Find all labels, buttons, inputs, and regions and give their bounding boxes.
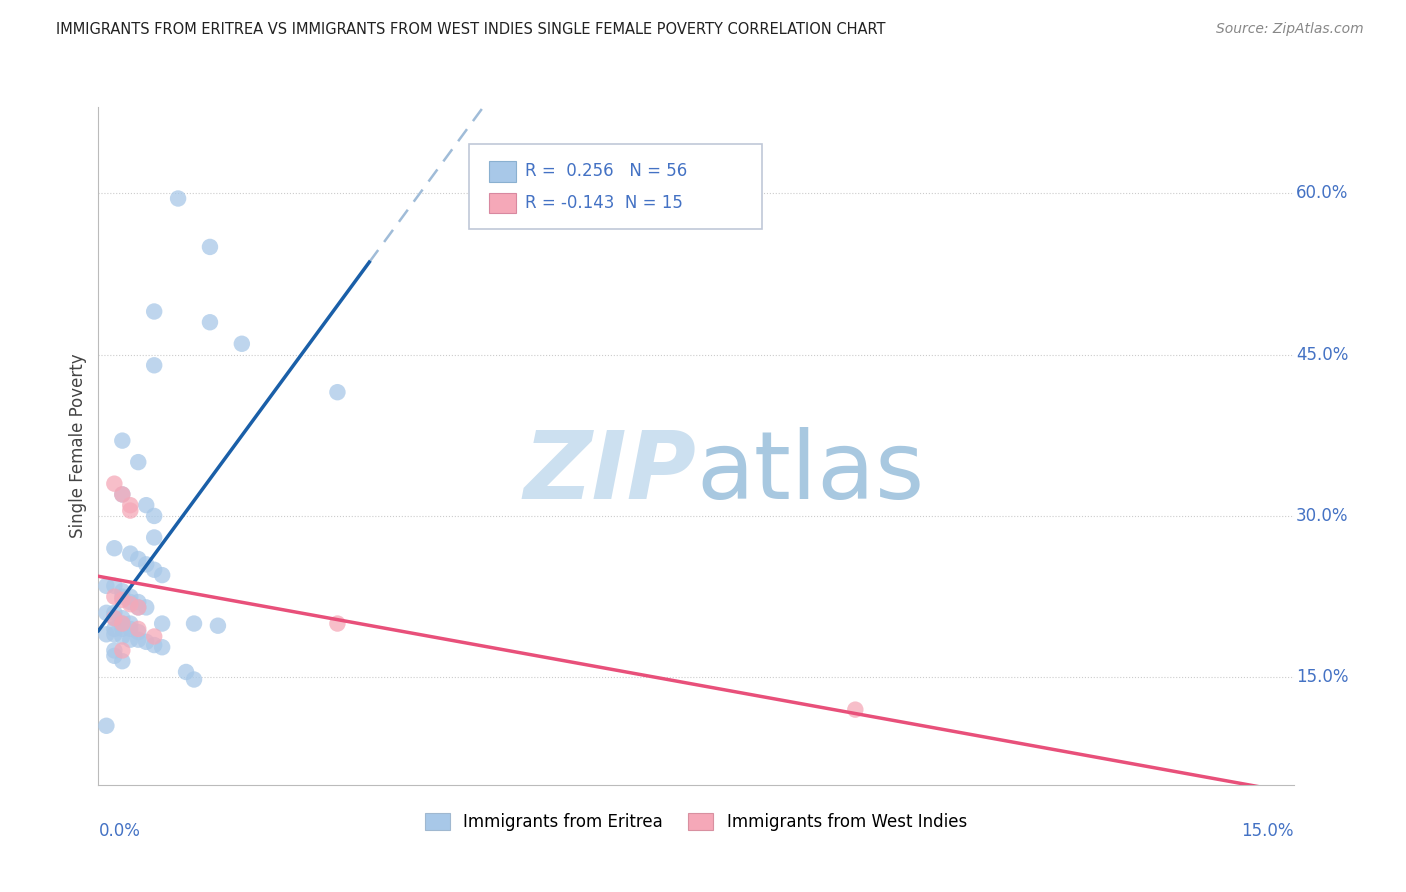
Point — [111, 487, 134, 501]
Point — [127, 600, 149, 615]
Point — [207, 618, 229, 632]
Point — [143, 508, 166, 523]
Point — [111, 434, 134, 448]
Point — [135, 635, 157, 649]
Point — [143, 531, 166, 545]
FancyBboxPatch shape — [489, 194, 516, 213]
Text: R = -0.143  N = 15: R = -0.143 N = 15 — [524, 194, 683, 212]
Point — [143, 359, 166, 373]
Point — [111, 611, 134, 625]
Text: 15.0%: 15.0% — [1241, 822, 1294, 840]
Point — [150, 640, 173, 655]
Point — [127, 632, 149, 647]
Legend: Immigrants from Eritrea, Immigrants from West Indies: Immigrants from Eritrea, Immigrants from… — [419, 806, 973, 838]
Point — [111, 584, 134, 599]
Text: 0.0%: 0.0% — [98, 822, 141, 840]
Point — [111, 622, 134, 636]
Point — [326, 616, 349, 631]
Point — [96, 719, 118, 733]
Point — [103, 611, 125, 625]
Point — [198, 240, 221, 254]
Point — [111, 643, 134, 657]
Point — [120, 595, 142, 609]
Point — [111, 487, 134, 501]
Point — [150, 568, 173, 582]
FancyBboxPatch shape — [489, 161, 516, 182]
Point — [183, 616, 205, 631]
Text: IMMIGRANTS FROM ERITREA VS IMMIGRANTS FROM WEST INDIES SINGLE FEMALE POVERTY COR: IMMIGRANTS FROM ERITREA VS IMMIGRANTS FR… — [56, 22, 886, 37]
Point — [127, 595, 149, 609]
Point — [103, 476, 125, 491]
Point — [143, 638, 166, 652]
Point — [111, 616, 134, 631]
Point — [103, 622, 125, 636]
Point — [120, 498, 142, 512]
Point — [120, 616, 142, 631]
Text: 30.0%: 30.0% — [1296, 507, 1348, 525]
Point — [103, 590, 125, 604]
Point — [96, 606, 118, 620]
Point — [120, 597, 142, 611]
Point — [120, 547, 142, 561]
Point — [127, 625, 149, 640]
Point — [103, 611, 125, 625]
Point — [103, 627, 125, 641]
Point — [143, 563, 166, 577]
Point — [120, 622, 142, 636]
Point — [183, 673, 205, 687]
Point — [111, 593, 134, 607]
Point — [844, 703, 866, 717]
Point — [111, 616, 134, 631]
Point — [96, 579, 118, 593]
Text: 60.0%: 60.0% — [1296, 184, 1348, 202]
Point — [167, 192, 190, 206]
Point — [127, 455, 149, 469]
Text: 15.0%: 15.0% — [1296, 668, 1348, 686]
Point — [135, 498, 157, 512]
Point — [231, 336, 253, 351]
Point — [143, 630, 166, 644]
Point — [120, 590, 142, 604]
Point — [198, 315, 221, 329]
Text: Source: ZipAtlas.com: Source: ZipAtlas.com — [1216, 22, 1364, 37]
Point — [103, 541, 125, 556]
Point — [120, 503, 142, 517]
Point — [143, 304, 166, 318]
Point — [135, 558, 157, 572]
Text: ZIP: ZIP — [523, 427, 696, 519]
Point — [127, 600, 149, 615]
Point — [150, 616, 173, 631]
Point — [103, 579, 125, 593]
Point — [103, 606, 125, 620]
Y-axis label: Single Female Poverty: Single Female Poverty — [69, 354, 87, 538]
Point — [174, 665, 197, 679]
Point — [103, 648, 125, 663]
Point — [127, 552, 149, 566]
Point — [96, 627, 118, 641]
Point — [103, 643, 125, 657]
Point — [326, 385, 349, 400]
FancyBboxPatch shape — [470, 145, 762, 229]
Text: 45.0%: 45.0% — [1296, 345, 1348, 364]
Point — [135, 600, 157, 615]
Text: R =  0.256   N = 56: R = 0.256 N = 56 — [524, 162, 688, 180]
Point — [111, 630, 134, 644]
Point — [127, 622, 149, 636]
Point — [120, 632, 142, 647]
Text: atlas: atlas — [696, 427, 924, 519]
Point — [111, 654, 134, 668]
Point — [111, 590, 134, 604]
